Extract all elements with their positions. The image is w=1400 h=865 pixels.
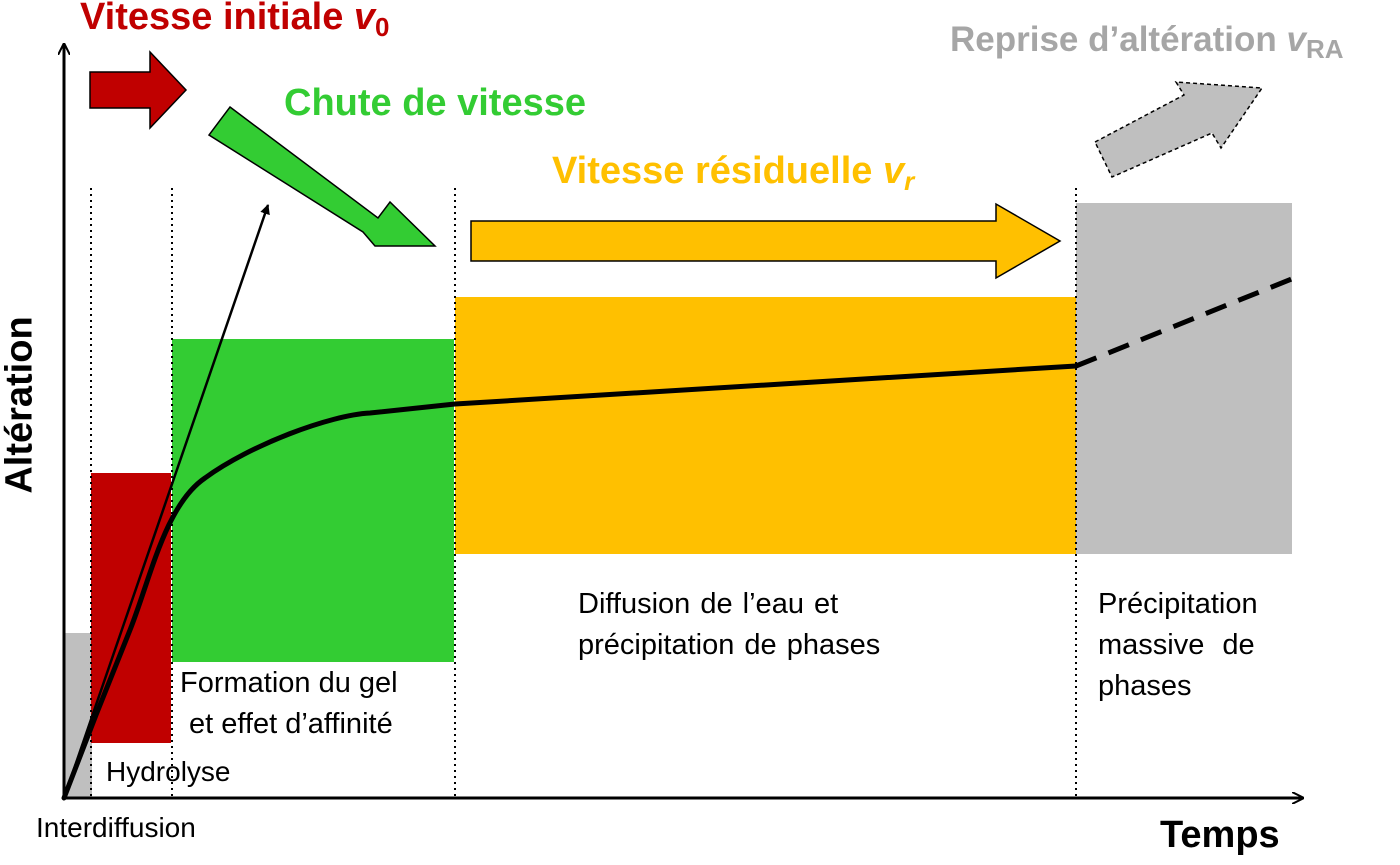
- massive-precipitation-line-1: Précipitation: [1098, 588, 1258, 620]
- initial-rate-tangent: [62, 204, 270, 799]
- resumption-rate-title: Reprise d’altération vRA: [950, 20, 1344, 64]
- alteration-curve-extrapolation: [1075, 275, 1295, 369]
- residual-rate-title: Vitesse résiduelle vr: [552, 150, 915, 196]
- x-axis-label: Temps: [1160, 814, 1280, 856]
- water-diffusion-label: Diffusion de l’eau et précipitation de p…: [578, 584, 880, 666]
- hydrolysis-label: Hydrolyse: [106, 756, 231, 787]
- alteration-curve: [61, 363, 1079, 801]
- y-axis-label: Altération: [0, 316, 41, 494]
- rate-drop-arrow: [207, 105, 437, 247]
- initial-rate-title: Vitesse initiale v0: [80, 0, 390, 42]
- massive-precipitation-label: Précipitation massive de phases: [1098, 584, 1258, 707]
- interdiffusion-block: [64, 633, 92, 798]
- gel-formation-line-1: Formation du gel: [180, 667, 398, 699]
- water-diffusion-line-2: précipitation de phases: [578, 629, 881, 661]
- resumption-rate-arrow: [1094, 81, 1264, 178]
- initial-rate-arrow: [89, 50, 188, 130]
- rate-drop-title: Chute de vitesse: [284, 82, 586, 124]
- water-diffusion-line-1: Diffusion de l’eau et: [578, 588, 839, 620]
- water-diffusion-block: [455, 297, 1076, 554]
- massive-precipitation-block: [1076, 203, 1292, 554]
- gel-formation-line-2: et effet d’affinité: [189, 708, 393, 740]
- massive-precipitation-line-2: massive de: [1098, 629, 1255, 661]
- gel-formation-block: [172, 339, 454, 662]
- gel-formation-label: Formation du gel et effet d’affinité: [180, 663, 398, 745]
- residual-rate-arrow: [470, 202, 1062, 280]
- interdiffusion-label: Interdiffusion: [36, 812, 196, 843]
- massive-precipitation-line-3: phases: [1098, 670, 1192, 702]
